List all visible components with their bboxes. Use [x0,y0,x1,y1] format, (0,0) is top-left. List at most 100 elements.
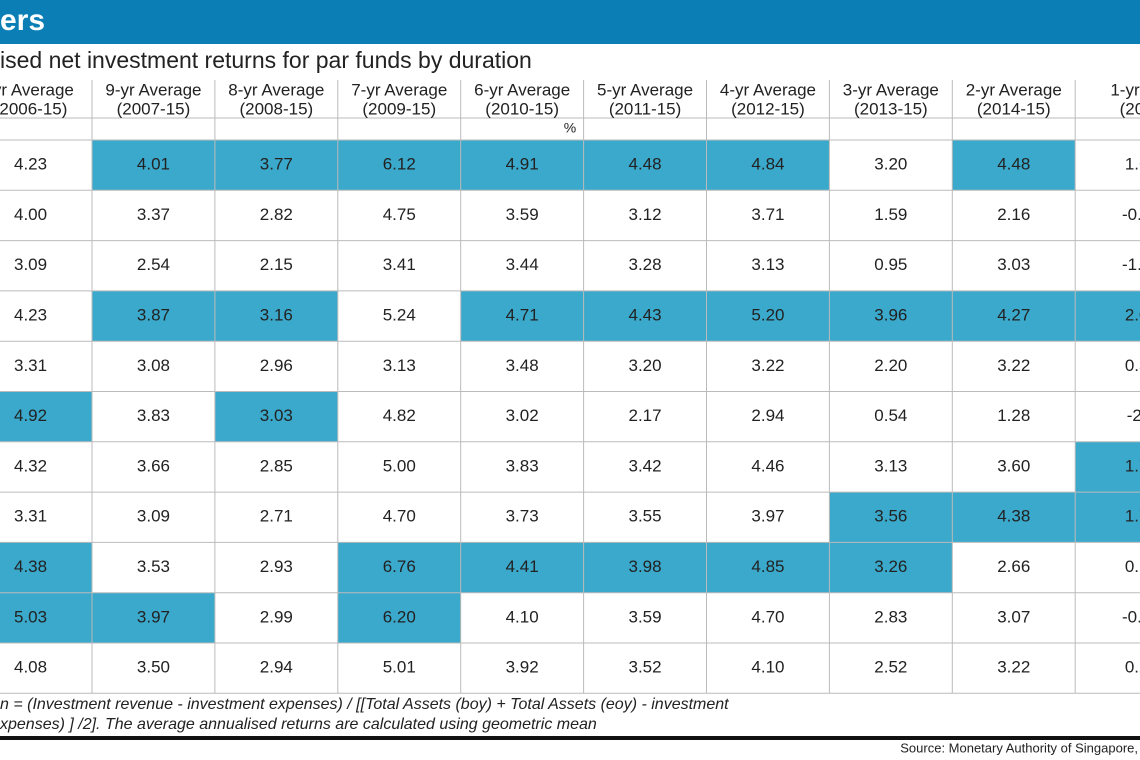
cell: 3.41 [383,255,416,274]
cell: 2.71 [260,507,293,526]
column-header: 3-yr Average [843,80,939,99]
highlight-cell [1075,441,1140,493]
highlight-cell [706,140,830,191]
cell: 4.48 [997,155,1030,174]
cell: 4.32 [14,456,47,475]
highlight-cell [829,492,953,543]
cell: 6.12 [383,155,416,174]
cell: 2.52 [874,658,907,677]
column-header: (2007-15) [117,99,191,118]
cell: 3.13 [874,456,907,475]
cell: 3.56 [874,507,907,526]
cell: 4.41 [506,557,539,576]
cell: 2.66 [997,557,1030,576]
highlight-cell [337,140,461,191]
highlight-cell [92,592,215,643]
cell: 3.73 [506,507,539,526]
column-header: 4-yr Average [720,80,816,99]
cell: 3.08 [137,356,170,375]
cell: 3.53 [137,557,170,576]
cell: 3.83 [506,456,539,475]
cell: 6.76 [383,557,416,576]
highlight-cell [706,290,830,342]
highlight-cell [583,140,707,191]
highlight-cell [583,542,707,593]
cell: 1.59 [874,205,907,224]
cell: 3.22 [751,356,784,375]
cell: -0.1 [1122,607,1140,626]
column-header: (2011-15) [609,99,681,118]
cell: 5.00 [383,456,416,475]
cell: 3.97 [751,507,784,526]
column-header: 9-yr Average [105,80,201,99]
cell: -2. [1127,406,1140,425]
cell: 2.94 [751,406,784,425]
source: Source: Monetary Authority of Singapore, [900,740,1138,755]
cell: 3.60 [997,456,1030,475]
cell: 4.70 [383,507,416,526]
cell: 3.71 [751,205,784,224]
highlight-cell [952,290,1076,342]
cell: 4.75 [383,205,416,224]
cell: 4.71 [506,306,539,325]
cell: 3.31 [14,507,47,526]
column-header: -yr Average [0,80,74,99]
column-header: (201 [1120,99,1140,118]
cell: 4.38 [997,507,1030,526]
cell: 4.23 [14,306,47,325]
cell: 3.92 [506,658,539,677]
cell: 0.2 [1125,658,1140,677]
cell: 3.13 [751,255,784,274]
title: ers [0,4,45,37]
column-header: (2010-15) [485,99,559,118]
cell: 3.50 [137,658,170,677]
cell: 3.77 [260,155,293,174]
highlight-cell [460,140,584,191]
highlight-cell [829,542,953,593]
cell: 3.96 [874,306,907,325]
cell: 3.37 [137,205,170,224]
cell: 3.28 [629,255,662,274]
cell: 2.85 [260,456,293,475]
cell: 3.03 [260,406,293,425]
highlight-cell [952,492,1076,543]
highlight-cell [583,290,707,342]
highlight-cell [214,290,338,342]
cell: 4.08 [14,658,47,677]
column-header: (2009-15) [362,99,436,118]
cell: 3.16 [260,306,293,325]
cell: 5.03 [14,607,47,626]
cell: 4.92 [14,406,47,425]
cell: 2.94 [260,658,293,677]
cell: 2.16 [997,205,1030,224]
cell: 1.7 [1125,456,1140,475]
cell: 3.12 [629,205,662,224]
column-header: 7-yr Average [351,80,447,99]
cell: 3.87 [137,306,170,325]
highlight-cell [1075,492,1140,543]
cell: 3.26 [874,557,907,576]
cell: 4.85 [751,557,784,576]
cell: 2.93 [260,557,293,576]
highlight-cell [0,592,93,643]
highlight-cell [706,542,830,593]
cell: 0.3 [1125,356,1140,375]
cell: 3.48 [506,356,539,375]
highlight-cell [92,140,215,191]
cell: 2.82 [260,205,293,224]
cell: 4.27 [997,306,1030,325]
column-header: 2-yr Average [966,80,1062,99]
cell: 4.23 [14,155,47,174]
column-header: 5-yr Average [597,80,693,99]
cell: 3.20 [629,356,662,375]
highlight-cell [337,542,461,593]
cell: 6.20 [383,607,416,626]
cell: 3.22 [997,356,1030,375]
cell: 3.13 [383,356,416,375]
highlight-cell [214,391,338,442]
cell: 1.6 [1125,155,1140,174]
cell: 3.03 [997,255,1030,274]
column-header: (2006-15) [0,99,67,118]
title-bar [0,0,1140,44]
